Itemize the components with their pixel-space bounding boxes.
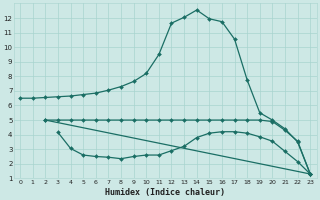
X-axis label: Humidex (Indice chaleur): Humidex (Indice chaleur)	[105, 188, 225, 197]
